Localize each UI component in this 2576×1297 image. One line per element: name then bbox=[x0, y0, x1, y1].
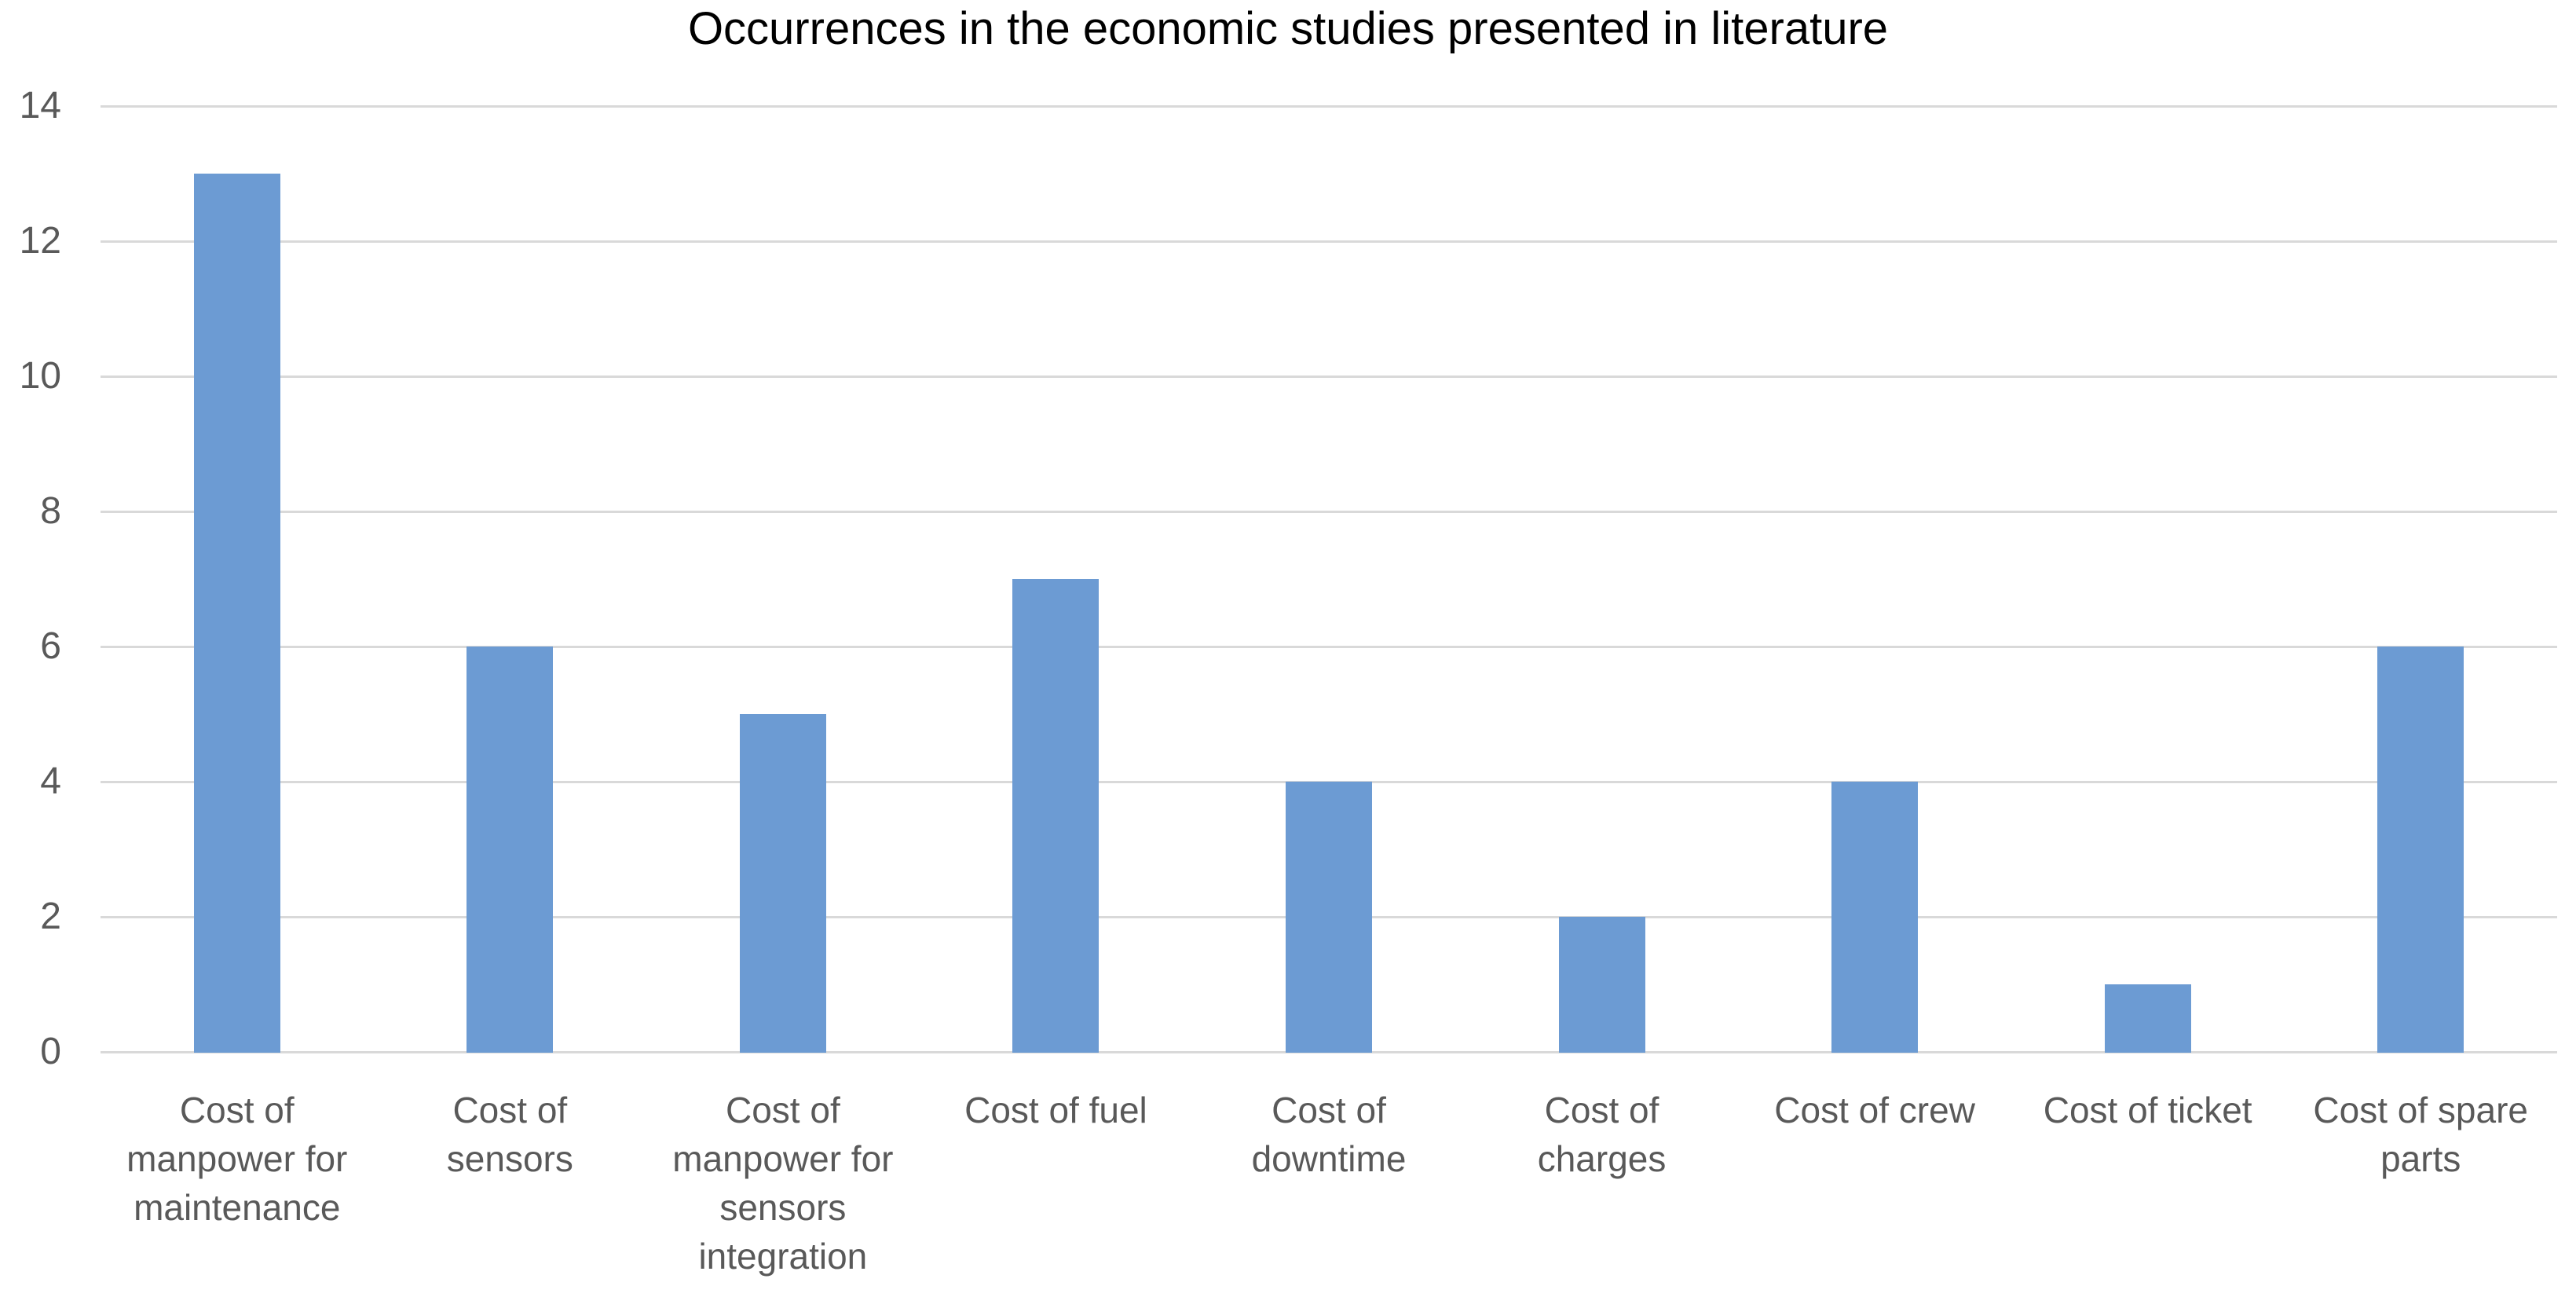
y-tick-label: 12 bbox=[19, 220, 61, 262]
y-tick-label: 10 bbox=[19, 355, 61, 397]
bar bbox=[1558, 917, 1645, 1053]
bar bbox=[739, 714, 826, 1053]
gridline bbox=[101, 375, 2557, 378]
x-category-label: Cost of spare parts bbox=[2313, 1090, 2528, 1179]
bar bbox=[467, 647, 554, 1053]
x-category-label: Cost of manpower for maintenance bbox=[126, 1090, 348, 1228]
y-tick-label: 6 bbox=[40, 625, 61, 667]
bar bbox=[193, 174, 280, 1053]
x-category-label: Cost of sensors bbox=[446, 1090, 573, 1179]
y-tick-label: 2 bbox=[40, 896, 61, 937]
x-category-label: Cost of downtime bbox=[1251, 1090, 1407, 1179]
bar bbox=[1012, 579, 1100, 1053]
gridline bbox=[101, 645, 2557, 648]
bar bbox=[1831, 782, 1919, 1053]
chart-title: Occurrences in the economic studies pres… bbox=[687, 3, 1889, 54]
gridline bbox=[101, 510, 2557, 513]
y-tick-label: 0 bbox=[40, 1031, 61, 1072]
gridline bbox=[101, 240, 2557, 243]
gridline bbox=[101, 104, 2557, 108]
x-category-label: Cost of charges bbox=[1537, 1090, 1667, 1179]
y-tick-label: 14 bbox=[19, 85, 61, 126]
y-tick-label: 4 bbox=[40, 760, 61, 802]
bar bbox=[2104, 984, 2191, 1053]
bar bbox=[2377, 647, 2464, 1053]
x-category-label: Cost of ticket bbox=[2043, 1090, 2252, 1130]
bar bbox=[1286, 782, 1372, 1053]
x-category-label: Cost of crew bbox=[1774, 1090, 1975, 1130]
x-category-label: Cost of manpower for sensors integration bbox=[672, 1090, 894, 1277]
y-tick-label: 8 bbox=[40, 490, 61, 532]
x-category-label: Cost of fuel bbox=[964, 1090, 1147, 1130]
